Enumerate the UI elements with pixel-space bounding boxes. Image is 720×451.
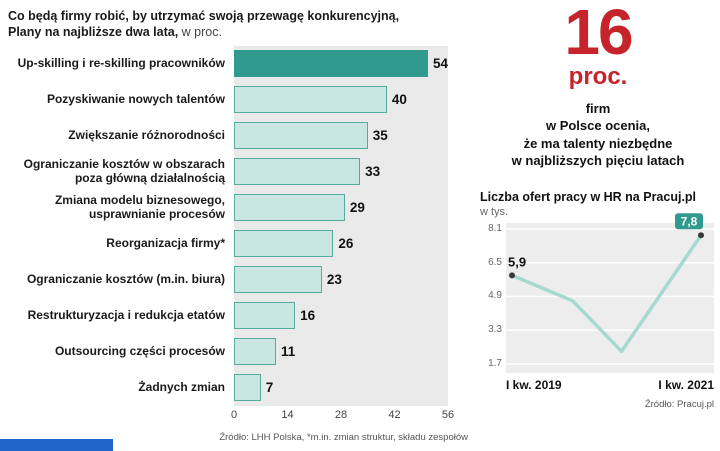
bar-track: 33 [234, 158, 448, 185]
bar [234, 86, 387, 113]
line-chart-body: 8.1 6.5 4.9 3.3 1.7 5,9 7,8 [480, 213, 716, 373]
bar-category-label: Pozyskiwanie nowych talentów [46, 91, 225, 106]
bar-track: 16 [234, 302, 448, 329]
x-tick: 56 [441, 408, 455, 421]
bar-x-axis: 0 14 28 42 56 [230, 408, 454, 423]
bar-category-label: Zwiększanie różnorodności [68, 127, 225, 142]
bar-track: 35 [234, 122, 448, 149]
bar [234, 158, 361, 185]
bar [234, 230, 334, 257]
bar-value-label: 16 [300, 308, 316, 323]
brand-bar [0, 439, 113, 451]
y-tick: 6.5 [488, 256, 502, 268]
bar-row: Reorganizacja firmy* 26 [8, 226, 474, 262]
bar-row: Pozyskiwanie nowych talentów 40 [8, 82, 474, 118]
x-label-start: I kw. 2019 [506, 377, 562, 392]
line-chart-y-axis: 8.1 6.5 4.9 3.3 1.7 [480, 223, 506, 373]
bar-category-label: Restrukturyzacja i redukcja etatów [27, 307, 225, 322]
svg-text:5,9: 5,9 [508, 254, 526, 269]
x-tick: 0 [230, 408, 238, 421]
bar-row: Zmiana modelu biznesowego, usprawnianie … [8, 190, 474, 226]
y-tick: 8.1 [488, 222, 502, 234]
bar-rows: Up-skilling i re-skilling pracowników 54… [8, 46, 474, 406]
bar-category-label: Ograniczanie kosztów w obszarach poza gł… [23, 157, 225, 185]
chart-title-line2: Plany na najbliższe dwa lata, [8, 25, 179, 40]
bar-category-label: Żadnych zmian [138, 379, 225, 394]
stat-block: 16 proc. firm w Polsce ocenia, że ma tal… [480, 0, 716, 170]
bar [234, 50, 428, 77]
stat-text-line: że ma talenty niezbędne [523, 135, 673, 151]
bar-category-label: Outsourcing części procesów [54, 343, 225, 358]
bar-value-label: 23 [326, 272, 342, 287]
stat-text-line: w najbliższych pięciu latach [511, 153, 685, 169]
chart-title: Co będą firmy robić, by utrzymać swoją p… [8, 8, 474, 41]
bar-row: Restrukturyzacja i redukcja etatów 16 [8, 298, 474, 334]
x-label-end: I kw. 2021 [658, 377, 714, 392]
chart-title-line1: Co będą firmy robić, by utrzymać swoją p… [8, 9, 400, 23]
x-tick: 14 [281, 408, 294, 421]
bar-value-label: 35 [372, 128, 388, 143]
bar-value-label: 33 [365, 164, 381, 179]
bar-row: Ograniczanie kosztów w obszarach poza gł… [8, 154, 474, 190]
bar-track: 26 [234, 230, 448, 257]
line-chart-svg: 5,9 7,8 [506, 213, 714, 373]
bar-category-label: Zmiana modelu biznesowego, usprawnianie … [54, 193, 225, 221]
y-tick: 1.7 [488, 357, 502, 369]
bar-track: 23 [234, 266, 448, 293]
x-tick: 28 [334, 408, 348, 421]
bar [234, 266, 322, 293]
bar-track: 7 [234, 374, 448, 401]
bar-track: 54 [234, 50, 448, 77]
bar-value-label: 40 [391, 92, 407, 107]
x-tick: 42 [388, 408, 401, 421]
bar-row: Outsourcing części procesów 11 [8, 334, 474, 370]
line-chart-title: Liczba ofert pracy w HR na Pracuj.pl [480, 189, 697, 204]
bar-chart: Up-skilling i re-skilling pracowników 54… [8, 45, 474, 443]
bar-category-label: Reorganizacja firmy* [106, 235, 225, 250]
bar-value-label: 54 [432, 56, 448, 71]
line-chart-section: Liczba ofert pracy w HR na Pracuj.pl w t… [480, 190, 716, 410]
bar-value-label: 7 [265, 380, 274, 395]
bar-category-label: Ograniczanie kosztów (m.in. biura) [26, 271, 225, 286]
bar-row: Up-skilling i re-skilling pracowników 54 [8, 46, 474, 82]
line-chart-source: Źródło: Pracuj.pl [644, 398, 714, 410]
stat-text: firm w Polsce ocenia, że ma talenty niez… [480, 100, 716, 170]
bar [234, 374, 261, 401]
stat-text-line: firm [585, 100, 611, 116]
y-tick: 3.3 [488, 324, 502, 336]
bar-value-label: 26 [338, 236, 354, 251]
bar [234, 194, 345, 221]
bar-row: Zwiększanie różnorodności 35 [8, 118, 474, 154]
bar-track: 11 [234, 338, 448, 365]
bar-value-label: 29 [349, 200, 365, 215]
right-column: 16 proc. firm w Polsce ocenia, że ma tal… [480, 0, 716, 410]
y-tick: 4.9 [488, 290, 502, 302]
bar-value-label: 11 [281, 344, 296, 359]
bar [234, 338, 277, 365]
bar-track: 40 [234, 86, 448, 113]
stat-unit: proc. [568, 62, 628, 90]
bar-category-label: Up-skilling i re-skilling pracowników [17, 55, 225, 70]
bar-track: 29 [234, 194, 448, 221]
bar-row: Żadnych zmian 7 [8, 370, 474, 406]
chart-title-units: w proc. [178, 25, 222, 40]
bar-chart-section: Co będą firmy robić, by utrzymać swoją p… [8, 8, 474, 443]
bar-row: Ograniczanie kosztów (m.in. biura) 23 [8, 262, 474, 298]
stat-text-line: w Polsce ocenia, [545, 118, 651, 134]
bar [234, 122, 368, 149]
bar-chart-source: Źródło: LHH Polska, *m.in. zmian struktu… [219, 431, 468, 443]
line-chart-units: w tys. [480, 205, 509, 218]
line-chart-x-axis: I kw. 2019 I kw. 2021 [506, 378, 714, 392]
stat-number: 16 [564, 0, 633, 68]
svg-text:7,8: 7,8 [681, 214, 698, 228]
bar [234, 302, 296, 329]
